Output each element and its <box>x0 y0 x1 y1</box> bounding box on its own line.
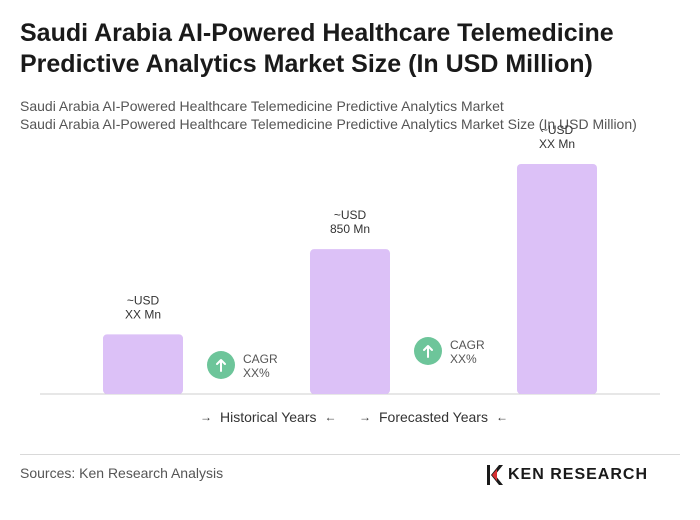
bar <box>310 249 390 394</box>
bar-value-label: 850 Mn <box>330 222 370 236</box>
arrow-up-icon <box>216 359 226 372</box>
bar-value-label: XX Mn <box>125 307 161 321</box>
bar <box>517 164 597 394</box>
bar-value-label: ~USD <box>334 208 367 222</box>
footer-divider <box>20 454 680 455</box>
bar-value-label: ~USD <box>127 293 160 307</box>
ken-logo-icon <box>487 465 503 485</box>
cagr-value: XX% <box>450 352 477 366</box>
chart-subtitle-secondary: Saudi Arabia AI-Powered Healthcare Telem… <box>20 116 637 132</box>
logo-text: KEN RESEARCH <box>508 466 649 483</box>
arrow-left-icon: ← <box>324 410 337 424</box>
cagr-value: XX% <box>243 366 270 380</box>
chart-subtitle: Saudi Arabia AI-Powered Healthcare Telem… <box>20 98 504 114</box>
legend-label-forecasted: Forecasted Years <box>379 409 488 425</box>
arrow-left-icon: ← <box>495 410 508 424</box>
legend-label-historical: Historical Years <box>220 409 317 425</box>
source-note: Sources: Ken Research Analysis <box>20 465 224 481</box>
ken-research-logo: KEN RESEARCH <box>486 463 648 487</box>
bar-value-label: ~USD <box>541 123 574 137</box>
page-title: Saudi Arabia AI-Powered Healthcare Telem… <box>20 19 614 78</box>
cagr-label: CAGR <box>450 338 485 352</box>
arrow-right-icon: → <box>359 410 371 424</box>
legend-historical: → Historical Years ← <box>200 409 337 425</box>
cagr-label: CAGR <box>243 352 278 366</box>
bar-value-label: XX Mn <box>539 137 575 151</box>
legend-forecasted: → Forecasted Years ← <box>359 409 508 425</box>
arrow-up-icon <box>423 345 433 358</box>
bar <box>103 334 183 394</box>
arrow-right-icon: → <box>200 410 212 424</box>
